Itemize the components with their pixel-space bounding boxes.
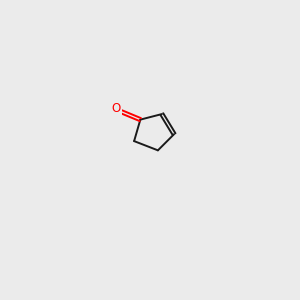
Text: O: O bbox=[112, 102, 121, 115]
